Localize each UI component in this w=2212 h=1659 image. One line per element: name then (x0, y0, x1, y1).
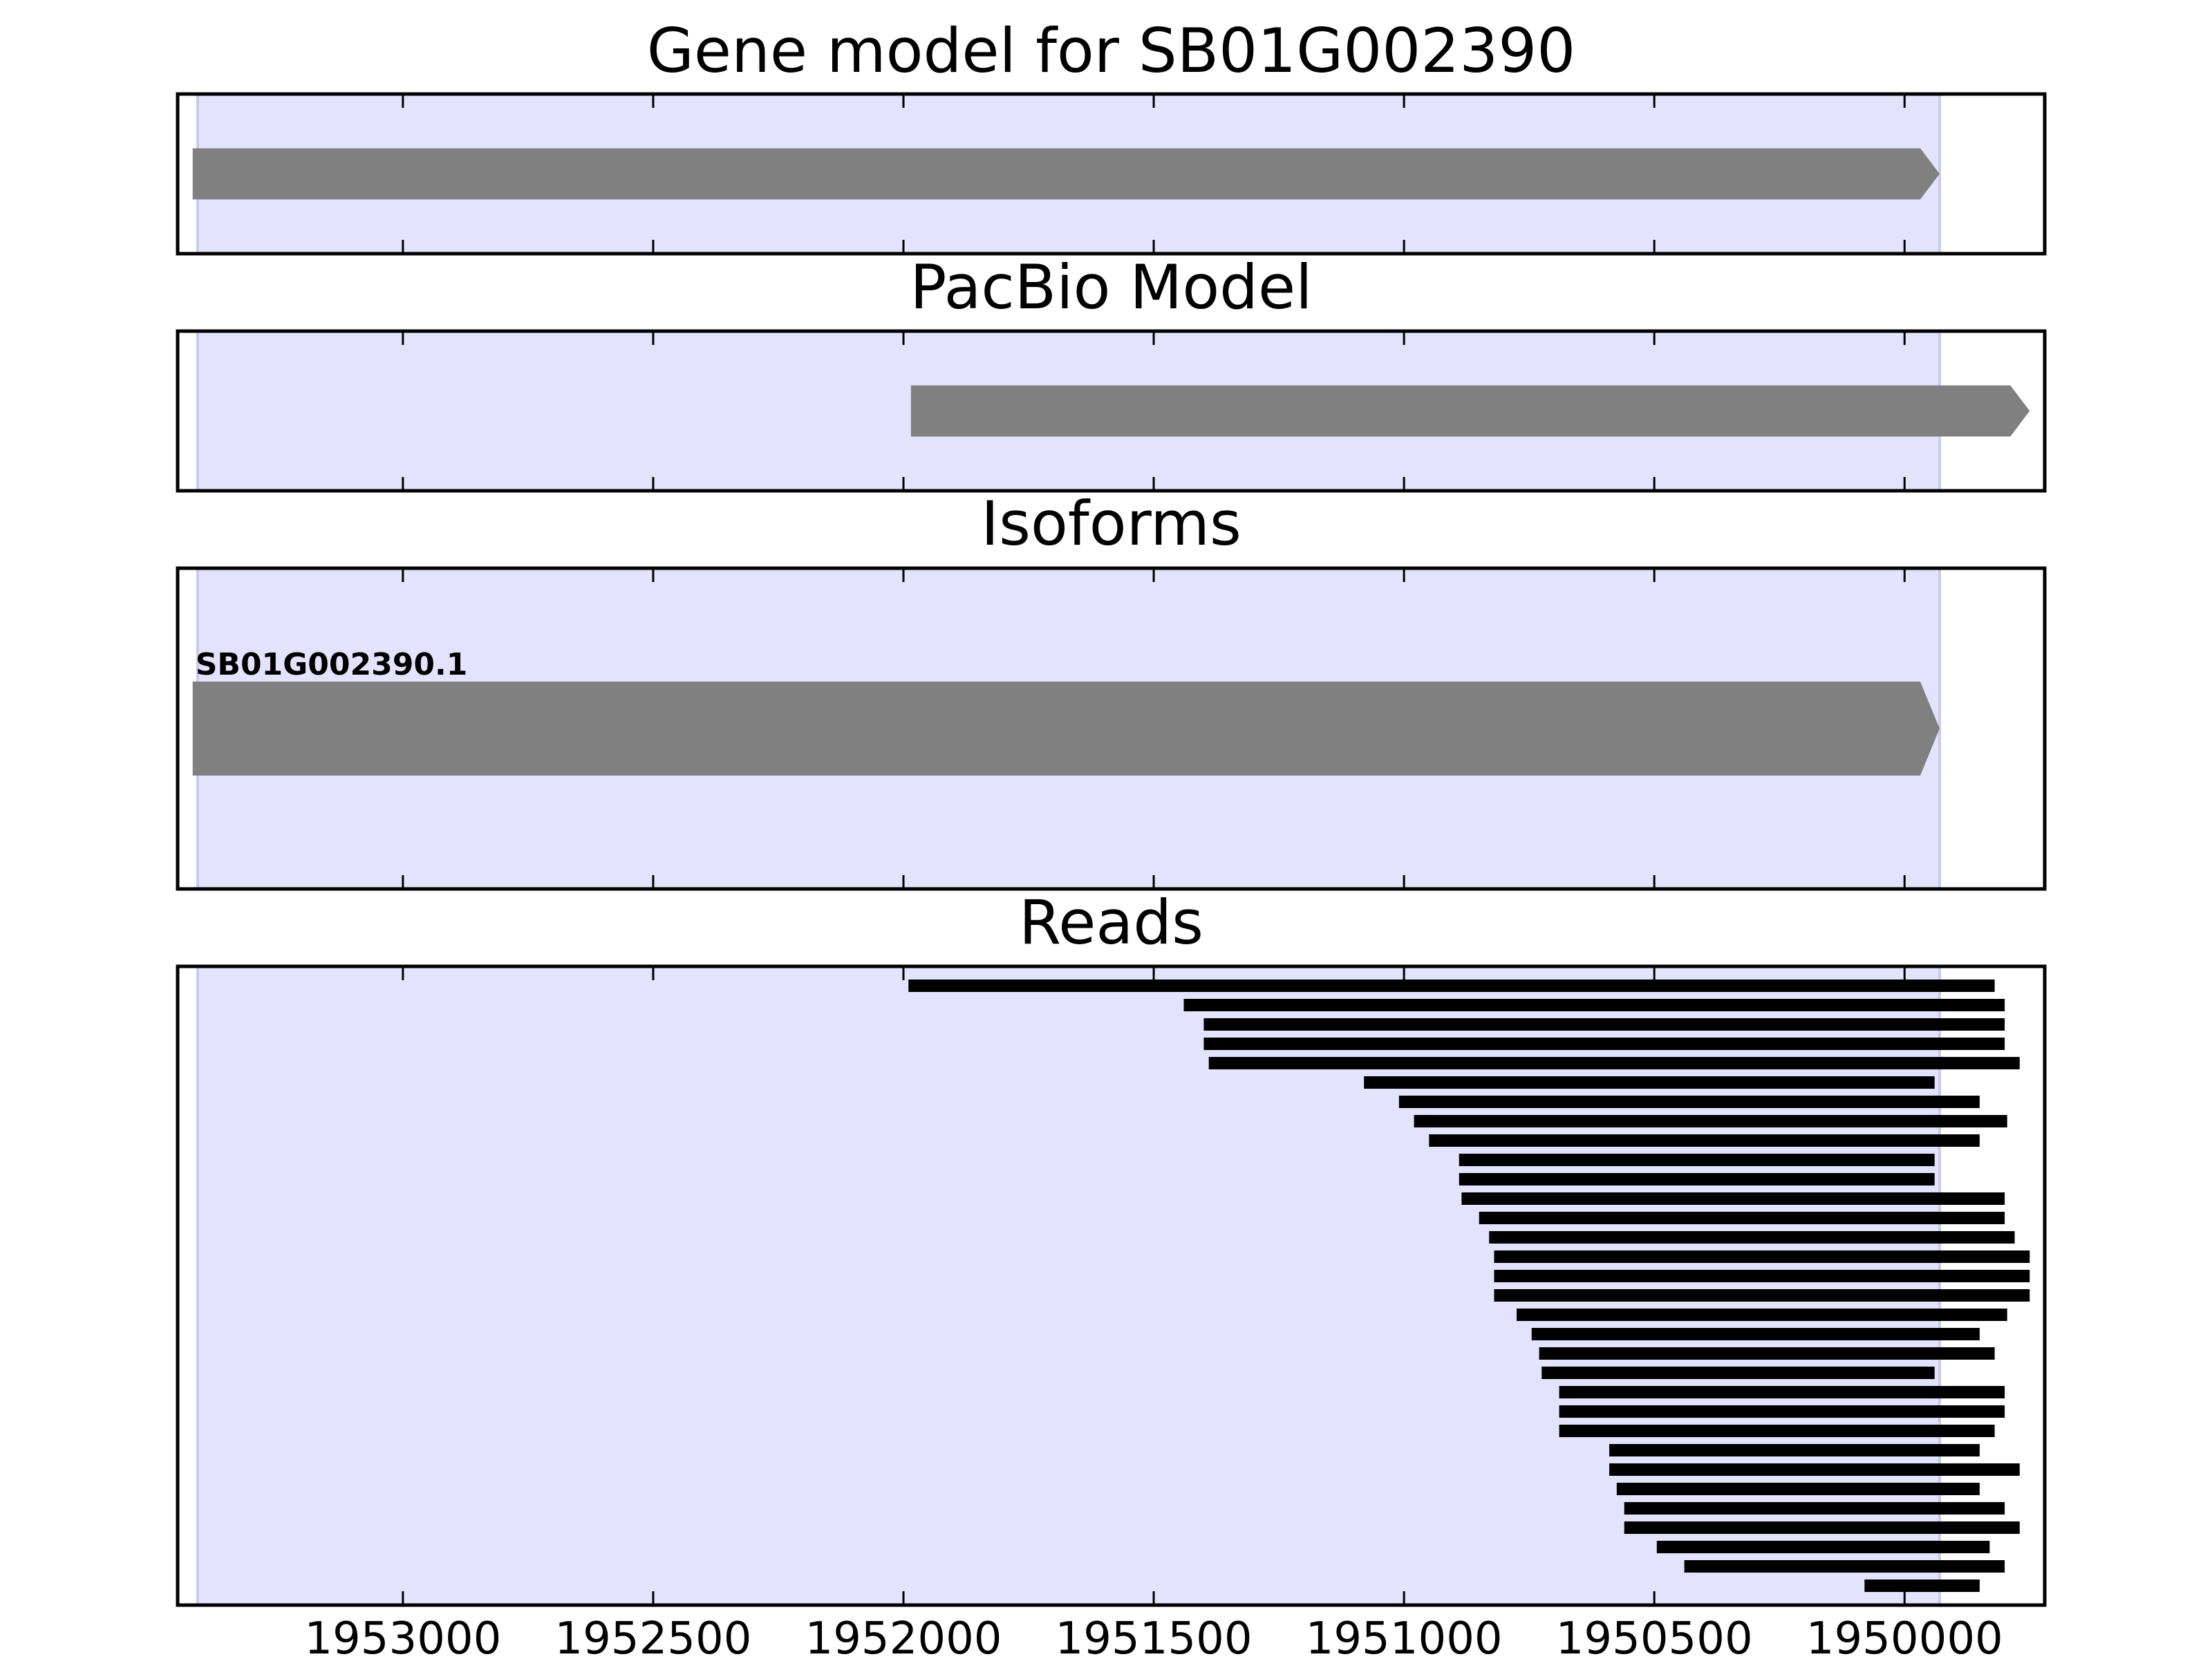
x-tick-label: 1952500 (554, 1613, 751, 1659)
panel-reads: Reads (176, 887, 2047, 1607)
read-bar (1609, 1463, 2020, 1476)
x-tick-label: 1951000 (1306, 1613, 1503, 1659)
read-bar (1398, 1096, 1980, 1108)
panel-isoforms: SB01G002390.1 Isoforms (176, 488, 2047, 891)
panel-gene-model: Gene model for SB01G002390 (176, 15, 2047, 256)
x-tick-label: 1953000 (304, 1613, 501, 1659)
read-bar (1459, 1154, 1935, 1166)
read-bar (1609, 1444, 1980, 1456)
read-bar (1414, 1115, 2007, 1127)
panel-title: PacBio Model (910, 252, 1312, 323)
read-bar (1364, 1076, 1935, 1089)
read-bar (1494, 1289, 2030, 1302)
read-bar (1559, 1405, 2005, 1418)
read-bar (1203, 1038, 2005, 1050)
read-bar (1656, 1541, 1990, 1553)
read-bar (1459, 1173, 1935, 1185)
read-bar (1479, 1212, 2005, 1224)
feature-arrow (192, 682, 1940, 776)
read-bar (1684, 1560, 2005, 1573)
read-bar (1616, 1483, 1980, 1495)
panel-title: Gene model for SB01G002390 (647, 15, 1576, 86)
x-tick-label: 1951500 (1056, 1613, 1253, 1659)
read-bar (1624, 1521, 2020, 1534)
read-bar (1429, 1134, 1980, 1147)
panel-title: Reads (1019, 887, 1203, 958)
read-bar (1559, 1386, 2005, 1398)
panel-title: Isoforms (981, 488, 1241, 559)
read-bar (1183, 999, 2005, 1011)
axes-frame (176, 329, 2047, 493)
feature-arrow (910, 385, 2030, 437)
read-bar (1203, 1018, 2005, 1031)
read-bar (1494, 1250, 2030, 1263)
read-bar (1624, 1502, 2005, 1515)
read-bar (1541, 1367, 1935, 1379)
panel-pacbio-model: PacBio Model (176, 252, 2047, 493)
read-bar (1559, 1425, 1995, 1437)
read-bar (1517, 1309, 2007, 1321)
axes-frame (176, 92, 2047, 256)
read-bar (1461, 1192, 2005, 1205)
x-tick-label: 1950000 (1806, 1613, 2003, 1659)
axes-frame (176, 964, 2047, 1607)
read-bar (1494, 1270, 2030, 1282)
isoform-label: SB01G002390.1 (196, 647, 468, 682)
read-bar (1208, 1057, 2020, 1069)
read-bar (1531, 1328, 1980, 1340)
axes-frame (176, 566, 2047, 891)
read-bar (1539, 1347, 1995, 1360)
read-bar (908, 980, 1995, 992)
x-axis-tick-labels: 1953000 1952500 1952000 1951500 1951000 19505… (304, 1613, 2003, 1659)
feature-arrow (192, 148, 1940, 200)
read-bar (1864, 1580, 1980, 1592)
x-tick-label: 1952000 (805, 1613, 1002, 1659)
x-tick-label: 1950500 (1556, 1613, 1753, 1659)
read-bar (1489, 1231, 2015, 1244)
gene-region-shade (197, 966, 1940, 1605)
